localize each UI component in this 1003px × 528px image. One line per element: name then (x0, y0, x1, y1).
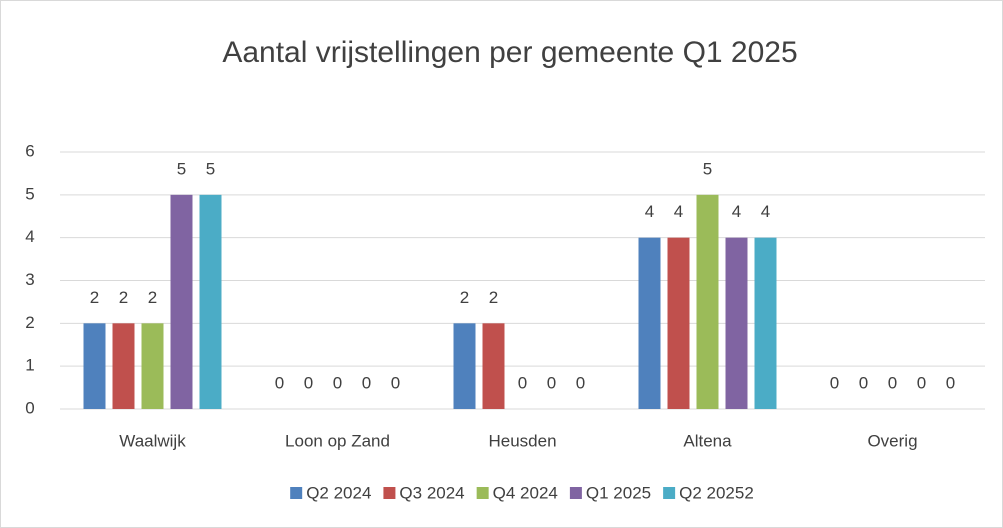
legend-label: Q1 2025 (586, 483, 651, 502)
legend-swatch (476, 487, 489, 499)
legend-label: Q2 2024 (306, 483, 371, 502)
legend-label: Q2 20252 (679, 483, 754, 502)
data-label: 4 (732, 202, 741, 221)
data-label: 0 (333, 373, 342, 392)
y-tick-label: 0 (25, 398, 34, 417)
x-tick-label: Altena (683, 431, 732, 450)
y-tick-label: 5 (25, 184, 34, 203)
data-label: 0 (391, 373, 400, 392)
data-label: 2 (119, 288, 128, 307)
data-label: 0 (547, 373, 556, 392)
data-label: 2 (460, 288, 469, 307)
y-tick-label: 3 (25, 270, 34, 289)
data-label: 2 (90, 288, 99, 307)
data-label: 5 (703, 159, 712, 178)
data-label: 0 (304, 373, 313, 392)
x-tick-label: Loon op Zand (285, 431, 390, 450)
x-tick-label: Heusden (488, 431, 556, 450)
bar (482, 323, 505, 409)
legend-swatch (383, 487, 396, 499)
legend-swatch (290, 487, 303, 499)
data-label: 0 (946, 373, 955, 392)
bar (725, 237, 748, 409)
bar (453, 323, 476, 409)
bar (83, 323, 106, 409)
legend-label: Q4 2024 (493, 483, 558, 502)
data-label: 0 (362, 373, 371, 392)
data-label: 0 (576, 373, 585, 392)
y-tick-label: 1 (25, 356, 34, 375)
data-label: 0 (830, 373, 839, 392)
bar (696, 194, 719, 409)
data-label: 0 (859, 373, 868, 392)
data-label: 2 (148, 288, 157, 307)
y-tick-label: 2 (25, 313, 34, 332)
bar (754, 237, 777, 409)
chart-title: Aantal vrijstellingen per gemeente Q1 20… (222, 36, 797, 69)
legend-swatch (663, 487, 676, 499)
data-label: 0 (275, 373, 284, 392)
legend-label: Q3 2024 (399, 483, 464, 502)
bar (638, 237, 661, 409)
data-label: 0 (888, 373, 897, 392)
data-label: 0 (917, 373, 926, 392)
y-tick-label: 6 (25, 141, 34, 160)
y-tick-label: 4 (25, 227, 34, 246)
bar (141, 323, 164, 409)
bar (170, 194, 193, 409)
data-label: 0 (518, 373, 527, 392)
x-tick-label: Waalwijk (119, 431, 186, 450)
data-label: 4 (645, 202, 654, 221)
bar (667, 237, 690, 409)
data-label: 2 (489, 288, 498, 307)
data-label: 5 (177, 159, 186, 178)
bar (199, 194, 222, 409)
data-label: 5 (206, 159, 215, 178)
bar (112, 323, 135, 409)
data-label: 4 (674, 202, 683, 221)
legend-swatch (569, 487, 582, 499)
data-label: 4 (761, 202, 770, 221)
x-tick-label: Overig (867, 431, 917, 450)
